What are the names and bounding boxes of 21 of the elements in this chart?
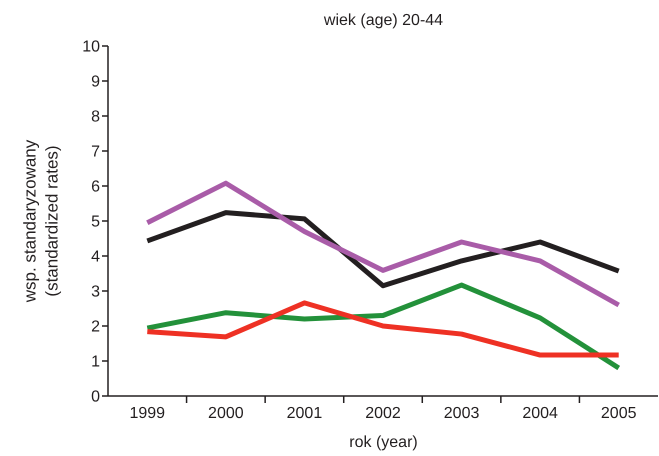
y-tick-label: 9 [91, 74, 100, 91]
y-tick-label: 8 [91, 108, 100, 126]
x-tick-label: 2002 [365, 405, 401, 422]
y-tick-label: 3 [91, 284, 100, 301]
x-tick-label: 2001 [286, 405, 322, 422]
y-tick-label: 10 [82, 38, 100, 56]
y-tick-label: 4 [91, 248, 100, 266]
y-tick-label: 5 [91, 214, 100, 231]
x-tick-label: 2005 [600, 405, 637, 422]
chart-title: wiek (age) 20-44 [322, 12, 444, 30]
x-tick-label: 2000 [208, 405, 244, 422]
y-tick-label: 7 [91, 144, 100, 161]
y-axis-title: wsp. standaryzowany (standardized rates) [19, 140, 62, 302]
y-tick-label: 1 [91, 354, 100, 371]
x-tick-label: 2004 [522, 405, 558, 422]
y-tick-label: 2 [91, 318, 100, 336]
y-tick-label: 0 [91, 388, 100, 406]
x-tick-label: 2003 [444, 405, 480, 422]
x-tick-label: 1999 [129, 405, 166, 422]
y-tick-label: 6 [91, 178, 100, 196]
x-axis-title: rok (year) [348, 434, 419, 452]
